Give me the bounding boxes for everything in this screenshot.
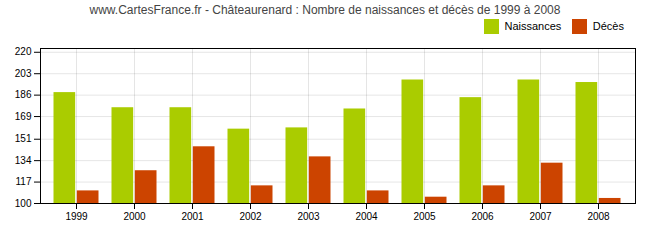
svg-text:2005: 2005 [413, 211, 436, 222]
svg-text:117: 117 [16, 176, 32, 187]
svg-text:186: 186 [15, 89, 32, 100]
svg-text:2004: 2004 [355, 211, 378, 222]
svg-text:134: 134 [15, 155, 32, 166]
svg-text:2000: 2000 [123, 211, 146, 222]
svg-text:2001: 2001 [181, 211, 204, 222]
svg-text:203: 203 [15, 68, 32, 79]
svg-text:100: 100 [15, 198, 32, 209]
html-text:www.CartesFrance.fr - Châteaur: www.CartesFrance.fr - Châteaurenard : No… [89, 3, 561, 17]
svg-text:2008: 2008 [587, 211, 610, 222]
svg-text:220: 220 [15, 46, 32, 57]
svg-text:1999: 1999 [65, 211, 88, 222]
svg-text:2002: 2002 [239, 211, 262, 222]
html-text:Décès: Décès [592, 20, 624, 33]
svg-text:2006: 2006 [471, 211, 494, 222]
svg-text:169: 169 [15, 111, 32, 122]
html-text:Naissances: Naissances [504, 20, 562, 33]
svg-text:151: 151 [15, 133, 32, 144]
svg-text:2007: 2007 [529, 211, 552, 222]
svg-text:2003: 2003 [297, 211, 320, 222]
